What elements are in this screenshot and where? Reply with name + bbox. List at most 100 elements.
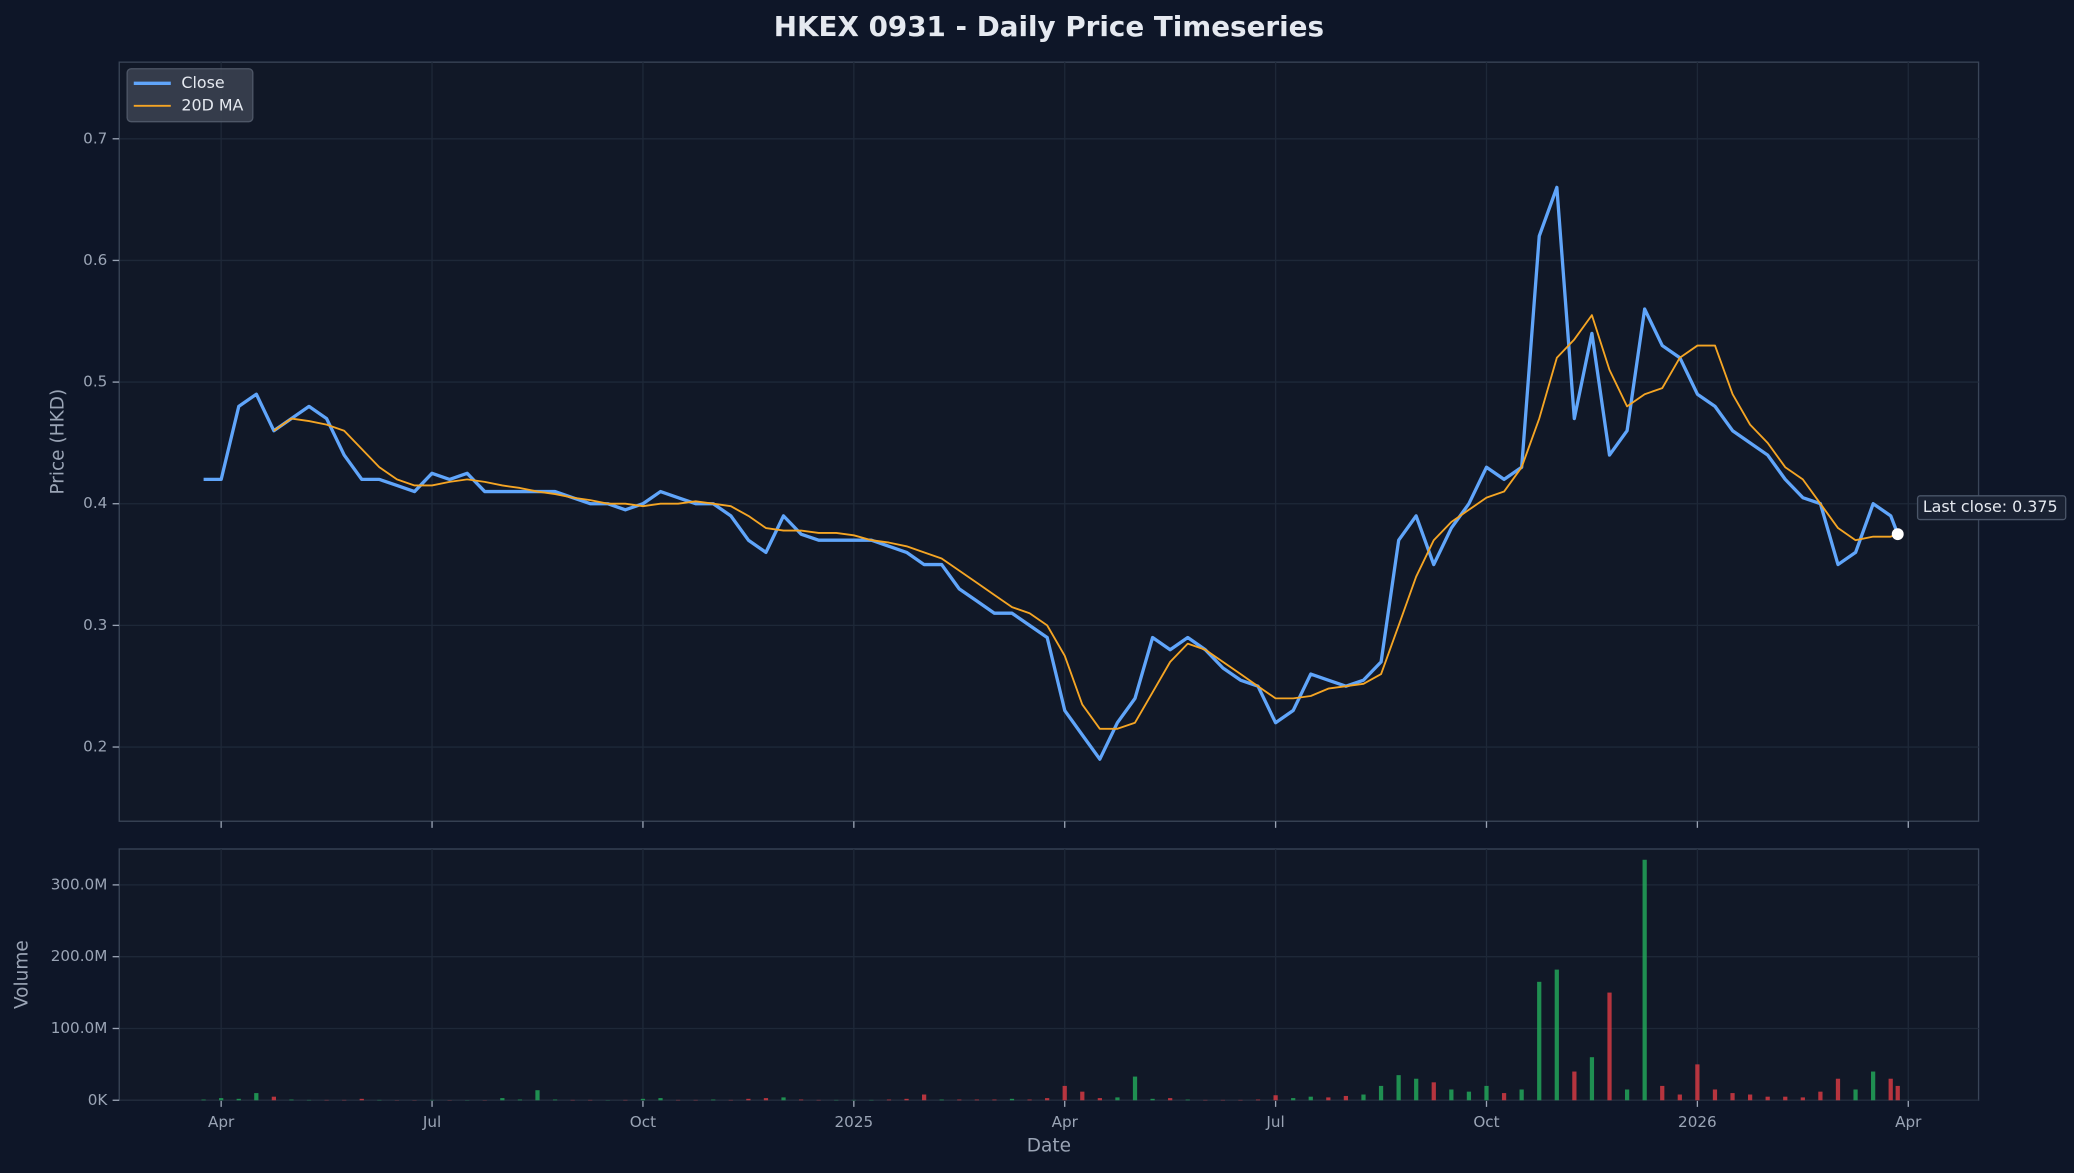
annotation: Last close: 0.375 [1923, 497, 2058, 516]
volume-bar [1853, 1089, 1858, 1101]
volume-bar [1818, 1091, 1823, 1101]
x-tick-label: 2026 [1678, 1113, 1717, 1131]
volume-bar [904, 1098, 909, 1101]
volume-bar [1519, 1089, 1524, 1101]
volume-bar [922, 1094, 927, 1101]
volume-bar [1115, 1097, 1120, 1101]
price-panel [118, 61, 1980, 822]
volume-bar [1835, 1078, 1841, 1101]
volume-bar [1431, 1082, 1436, 1101]
volume-bar [1730, 1093, 1735, 1101]
volume-bar [1501, 1093, 1507, 1101]
x-tick-label: Apr [208, 1113, 235, 1131]
volume-bar [1045, 1098, 1050, 1101]
volume-bar [1554, 969, 1559, 1101]
volume-bar [1273, 1095, 1278, 1101]
volume-bar [1642, 859, 1647, 1101]
volume-bar [1888, 1078, 1893, 1101]
volume-bar [1449, 1089, 1454, 1101]
y-tick-label: 300.0M [51, 875, 108, 893]
x-tick-label: Oct [630, 1113, 656, 1131]
y-tick-label: 0K [88, 1091, 109, 1109]
volume-bar [1097, 1098, 1102, 1101]
volume-bar [1343, 1095, 1349, 1101]
legend-label: 20D MA [181, 95, 243, 114]
volume-bar [1895, 1085, 1900, 1101]
volume-bar [1062, 1085, 1067, 1101]
volume-bar [1027, 1099, 1032, 1101]
volume-bar [886, 1099, 892, 1101]
volume-bar [1396, 1075, 1401, 1101]
volume-bar [219, 1098, 224, 1101]
volume-bar [1255, 1099, 1261, 1101]
volume-bar [1185, 1099, 1190, 1101]
y-tick-label: 0.5 [83, 373, 107, 391]
volume-bar [254, 1093, 259, 1101]
y-tick-label: 0.4 [83, 494, 107, 512]
volume-panel [118, 848, 1980, 1101]
volume-bar [1624, 1089, 1630, 1101]
volume-bar [1537, 981, 1542, 1101]
volume-bar [1607, 992, 1612, 1101]
volume-bar [1361, 1094, 1366, 1101]
volume-bar [1660, 1085, 1665, 1101]
volume-bar [1168, 1098, 1173, 1101]
last-close-marker [1891, 528, 1904, 541]
price-line [203, 185, 1900, 761]
volume-bar [1009, 1098, 1015, 1101]
volume-bar [763, 1098, 769, 1101]
volume-bar [1783, 1096, 1788, 1101]
volume-bar [535, 1090, 540, 1101]
volume-bar [1572, 1071, 1577, 1101]
y-tick-label: 0.3 [83, 616, 107, 634]
volume-bar [1326, 1097, 1331, 1101]
volume-bar [517, 1099, 523, 1101]
volume-bar [1132, 1076, 1138, 1101]
x-tick-label: Oct [1473, 1113, 1499, 1131]
x-tick-label: Jul [1265, 1113, 1284, 1131]
price-line [273, 314, 1899, 730]
volume-bar [1291, 1098, 1296, 1101]
volume-bar [500, 1098, 505, 1101]
x-tick-label: Jul [422, 1113, 441, 1131]
volume-bar [1712, 1089, 1718, 1101]
volume-bar [359, 1098, 364, 1101]
y-tick-label: 0.6 [83, 251, 107, 269]
volume-bar [289, 1099, 294, 1101]
x-tick-label: Apr [1052, 1113, 1079, 1131]
volume-bar [236, 1098, 241, 1101]
volume-bar [746, 1098, 751, 1101]
volume-bar [1589, 1057, 1595, 1101]
volume-bar [201, 1099, 206, 1101]
volume-bar [1414, 1078, 1419, 1101]
volume-bar [552, 1099, 558, 1101]
volume-bar [658, 1098, 663, 1101]
volume-bar [1484, 1085, 1489, 1101]
volume-bar [957, 1099, 962, 1101]
x-axis-label: Date [1027, 1136, 1071, 1157]
volume-bar [640, 1098, 646, 1101]
volume-bar [1695, 1064, 1700, 1101]
volume-bar [711, 1099, 716, 1101]
y-axis-label: Price (HKD) [47, 389, 68, 495]
y-tick-label: 100.0M [51, 1019, 108, 1037]
volume-bar [1800, 1097, 1805, 1101]
y-tick-label: 0.7 [83, 129, 107, 147]
volume-bar [1871, 1071, 1876, 1101]
volume-bar [1150, 1098, 1155, 1101]
y-tick-label: 0.2 [83, 738, 107, 756]
volume-bar [1080, 1091, 1085, 1101]
chart-title: HKEX 0931 - Daily Price Timeseries [774, 10, 1324, 43]
volume-bar [1378, 1085, 1384, 1101]
volume-bar [271, 1096, 276, 1101]
annotation-box [1916, 495, 2067, 521]
volume-bar [781, 1097, 786, 1101]
volume-bar [798, 1099, 804, 1101]
volume-bar [1466, 1091, 1472, 1101]
volume-bar [1308, 1096, 1313, 1101]
volume-bar [1677, 1094, 1682, 1101]
volume-bar [939, 1099, 944, 1101]
volume-bar [1765, 1096, 1770, 1101]
